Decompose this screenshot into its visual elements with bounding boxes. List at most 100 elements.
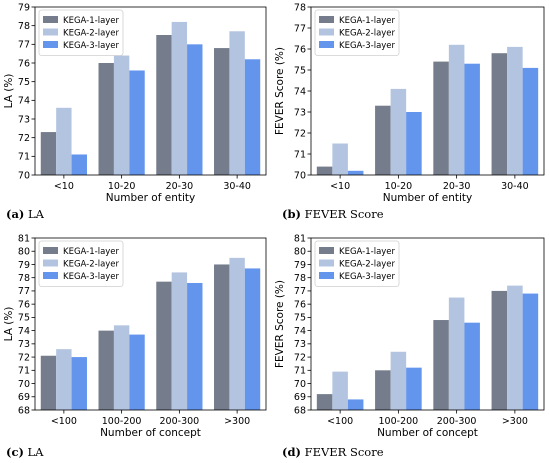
legend-swatch-b-3 [319, 41, 334, 48]
ytick-label-d-1: 69 [294, 392, 306, 403]
bar-d-s3-c3 [464, 322, 480, 410]
bar-a-s1-c3 [156, 35, 172, 175]
bar-b-s3-c3 [464, 63, 480, 176]
ytick-label-c-10: 78 [18, 273, 30, 284]
legend-label-c-3: KEGA-3-layer [63, 272, 120, 282]
bar-a-s3-c1 [71, 154, 87, 175]
legend-label-c-2: KEGA-2-layer [63, 260, 120, 270]
ytick-label-d-10: 78 [294, 273, 306, 284]
legend-label-a-1: KEGA-1-layer [63, 16, 120, 26]
ylabel-c: LA (%) [3, 307, 15, 342]
legend-label-b-2: KEGA-2-layer [339, 29, 396, 39]
legend-swatch-d-3 [319, 272, 334, 279]
bar-a-s3-c4 [244, 59, 261, 175]
ytick-label-a-9: 79 [18, 2, 30, 13]
ytick-label-c-9: 77 [18, 286, 30, 297]
ytick-label-d-13: 81 [294, 233, 306, 244]
bar-b-s3-c1 [347, 170, 364, 175]
bar-c-s1-c3 [156, 281, 172, 410]
legend-swatch-d-2 [319, 259, 334, 267]
bar-c-s2-c3 [171, 272, 188, 410]
bar-d-s3-c2 [406, 367, 422, 410]
ytick-label-a-6: 76 [18, 58, 30, 69]
ytick-label-b-4: 74 [294, 86, 306, 97]
bar-c-s3-c3 [187, 282, 203, 410]
ytick-label-c-11: 79 [18, 260, 30, 271]
bar-d-s2-c4 [507, 285, 523, 410]
bar-b-s3-c4 [522, 67, 539, 175]
ytick-label-d-8: 76 [294, 299, 306, 310]
chart-c: 68 69 70 71 72 73 74 75 76 77 78 79 80 81 <100 100-200 2… [3, 233, 267, 439]
xtick-label-a-0: <10 [54, 181, 74, 192]
caption-a: (a) LA [6, 207, 44, 221]
bar-a-s3-c2 [129, 70, 145, 175]
xtick-label-c-1: 100-200 [102, 416, 142, 427]
axes-frame-a [34, 6, 267, 176]
xtick-label-b-1: 10-20 [385, 181, 413, 192]
ytick-label-d-11: 79 [294, 260, 306, 271]
caption-c: (c) LA [6, 445, 44, 459]
legend-b: KEGA-1-layer KEGA-2-layer KEGA-3-layer [314, 9, 400, 56]
ytick-label-a-7: 77 [18, 40, 30, 51]
xtick-label-c-3: >300 [224, 416, 250, 427]
ytick-label-d-9: 77 [294, 286, 306, 297]
legend-label-d-2: KEGA-2-layer [339, 260, 396, 270]
ylabel-b: FEVER Score (%) [274, 47, 286, 135]
legend-label-b-3: KEGA-3-layer [339, 41, 396, 51]
legend-swatch-d-1 [319, 247, 334, 254]
legend-swatch-a-2 [43, 28, 58, 36]
ytick-label-b-8: 78 [294, 2, 306, 13]
legend-a: KEGA-1-layer KEGA-2-layer KEGA-3-layer [38, 9, 124, 56]
legend-c: KEGA-1-layer KEGA-2-layer KEGA-3-layer [38, 240, 124, 287]
bar-c-s1-c1 [40, 355, 57, 410]
legend-swatch-a-3 [43, 41, 58, 48]
ytick-label-d-0: 68 [294, 405, 306, 416]
xtick-label-d-0: <100 [327, 416, 353, 427]
xtick-label-d-2: 200-300 [437, 416, 477, 427]
bar-b-s2-c3 [448, 44, 465, 175]
legend-label-c-1: KEGA-1-layer [63, 247, 120, 257]
bar-d-s2-c3 [448, 297, 465, 410]
ytick-label-c-2: 70 [18, 379, 30, 390]
legend-box-a [38, 9, 124, 56]
ytick-label-c-8: 76 [18, 299, 30, 310]
bar-c-s2-c4 [229, 257, 245, 410]
ytick-label-a-5: 75 [18, 77, 30, 88]
bar-d-s1-c1 [316, 394, 333, 410]
bar-a-s2-c2 [113, 55, 130, 175]
ytick-label-b-3: 73 [294, 107, 306, 118]
xtick-label-d-3: >300 [502, 416, 528, 427]
xtick-label-b-2: 20-30 [443, 181, 471, 192]
legend-box-d [314, 240, 400, 287]
bar-c-s2-c2 [113, 325, 130, 410]
legend-box-c [38, 240, 124, 287]
bar-a-s1-c2 [98, 63, 114, 175]
ytick-label-b-0: 70 [294, 170, 306, 181]
ytick-label-d-4: 72 [294, 352, 306, 363]
bar-b-s1-c3 [433, 61, 449, 175]
ytick-label-c-4: 72 [18, 352, 30, 363]
bar-b-s2-c1 [332, 143, 348, 175]
bar-d-s1-c4 [491, 290, 508, 410]
ytick-label-b-1: 71 [294, 149, 306, 160]
bar-d-s3-c1 [347, 399, 364, 410]
bar-c-s1-c4 [214, 264, 230, 410]
ytick-label-d-3: 71 [294, 366, 306, 377]
bar-a-s2-c3 [171, 21, 188, 176]
bar-a-s2-c1 [56, 107, 72, 175]
axes-frame-c [34, 237, 267, 411]
legend-swatch-b-1 [319, 16, 334, 23]
ytick-label-c-12: 80 [18, 247, 30, 258]
bar-b-s2-c4 [507, 46, 523, 176]
ytick-label-d-5: 73 [294, 339, 306, 350]
ytick-label-b-7: 77 [294, 23, 306, 34]
bar-a-s3-c3 [187, 44, 203, 175]
ytick-label-a-0: 70 [18, 170, 30, 181]
ytick-label-b-2: 72 [294, 128, 306, 139]
bar-b-s1-c2 [375, 105, 391, 175]
legend-d: KEGA-1-layer KEGA-2-layer KEGA-3-layer [314, 240, 400, 287]
legend-swatch-c-3 [43, 272, 58, 279]
bar-c-s1-c2 [98, 330, 114, 410]
ytick-label-a-8: 78 [18, 21, 30, 32]
ytick-label-a-1: 71 [18, 152, 30, 163]
